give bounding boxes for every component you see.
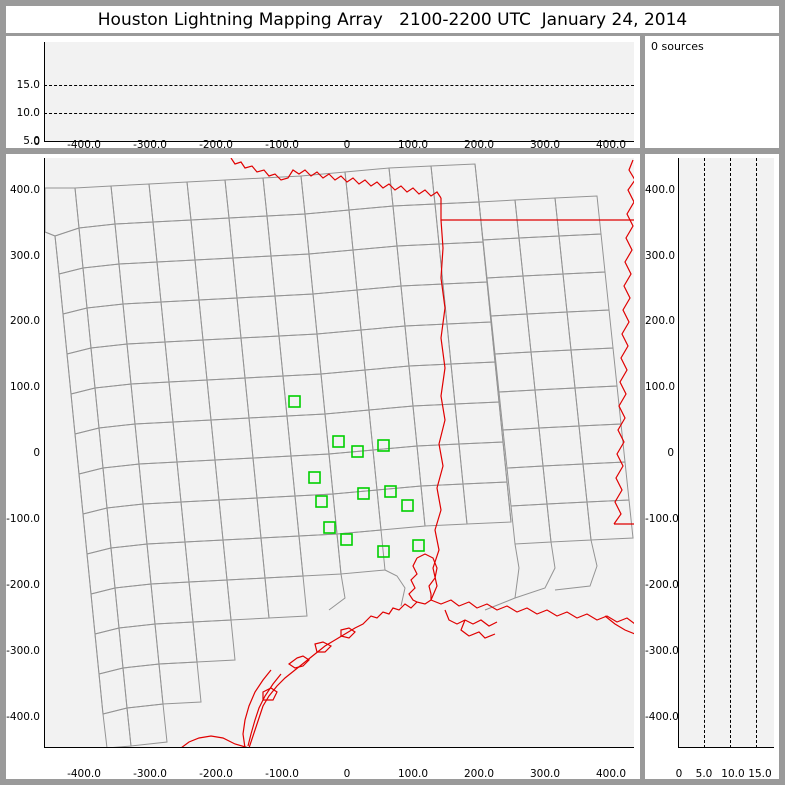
y-tick-label: -200.0 (645, 579, 679, 591)
station-marker (412, 539, 425, 552)
station-marker (288, 395, 301, 408)
station-marker (384, 485, 397, 498)
plan-view-map-panel[interactable]: 400.0 300.0 200.0 100.0 0 -100.0 -200.0 … (6, 154, 640, 779)
y-tick-label: -400.0 (6, 711, 40, 723)
station-marker (308, 471, 321, 484)
station-marker (351, 445, 364, 458)
y-tick-label: 15.0 (16, 79, 40, 91)
y-tick-label: 400.0 (645, 184, 676, 196)
y-tick-label: -100.0 (6, 513, 40, 525)
y-tick-label: 0 (667, 447, 674, 459)
x-tick-label: -400.0 (67, 768, 101, 780)
x-tick-label: -300.0 (133, 768, 167, 780)
gridline-10 (730, 158, 731, 748)
y-tick-label: 0 (33, 136, 40, 148)
x-tick-label: 300.0 (529, 768, 561, 780)
gridline-15 (44, 85, 634, 86)
x-tick-label: 0 (343, 768, 351, 780)
station-marker (323, 521, 336, 534)
x-tick-label: 10.0 (721, 768, 745, 780)
x-tick-label: 0 (675, 768, 683, 780)
height-latitude-plot-area (678, 158, 774, 748)
y-tick-label: 100.0 (645, 381, 676, 393)
y-tick-label: -200.0 (6, 579, 40, 591)
y-tick-label: 400.0 (9, 184, 40, 196)
x-tick-label: -100.0 (265, 768, 299, 780)
station-marker (401, 499, 414, 512)
gridline-10 (44, 113, 634, 114)
x-tick-label: -100.0 (265, 139, 299, 151)
lma-station-markers (288, 395, 425, 558)
x-tick-label: 100.0 (397, 768, 429, 780)
x-tick-label: 300.0 (529, 139, 561, 151)
title-bar: Houston Lightning Mapping Array 2100-220… (6, 6, 779, 33)
x-tick-label: 200.0 (463, 139, 495, 151)
y-tick-label: 10.0 (16, 107, 40, 119)
time-height-plot-area (44, 42, 634, 142)
state-boundaries (181, 158, 634, 747)
station-marker (377, 545, 390, 558)
gridline-5 (44, 141, 634, 142)
height-latitude-panel: 400.0 300.0 200.0 100.0 0 -100.0 -200.0 … (645, 154, 779, 779)
y-tick-label: -400.0 (645, 711, 679, 723)
gridline-15 (756, 158, 757, 748)
x-tick-label: -200.0 (199, 139, 233, 151)
y-tick-label: 300.0 (9, 250, 40, 262)
county-boundaries (45, 163, 634, 747)
station-marker (357, 487, 370, 500)
x-tick-label: -400.0 (67, 139, 101, 151)
station-marker (340, 533, 353, 546)
x-tick-label: 5.0 (695, 768, 713, 780)
page-title: Houston Lightning Mapping Array 2100-220… (97, 9, 688, 30)
source-count-panel (645, 36, 779, 148)
time-height-panel: 0 5.0 10.0 15.0 (6, 36, 640, 148)
y-tick-label: 5.0 (23, 135, 40, 147)
x-tick-label: -200.0 (199, 768, 233, 780)
y-tick-label: 200.0 (9, 315, 40, 327)
x-tick-label: -300.0 (133, 139, 167, 151)
y-tick-label: 200.0 (645, 315, 676, 327)
source-count-label: 0 sources (651, 40, 704, 53)
x-tick-label: 15.0 (748, 768, 772, 780)
x-tick-label: 0 (343, 139, 351, 151)
x-tick-label: 400.0 (595, 139, 627, 151)
x-tick-label: 400.0 (595, 768, 627, 780)
y-tick-label: 0 (33, 447, 40, 459)
y-tick-label: -100.0 (645, 513, 679, 525)
x-tick-label: 100.0 (397, 139, 429, 151)
map-geography (45, 158, 634, 747)
gridline-5 (704, 158, 705, 748)
station-marker (315, 495, 328, 508)
station-marker (377, 439, 390, 452)
y-tick-label: -300.0 (6, 645, 40, 657)
y-tick-label: 300.0 (645, 250, 676, 262)
y-tick-label: 100.0 (9, 381, 40, 393)
x-tick-label: 200.0 (463, 768, 495, 780)
station-marker (332, 435, 345, 448)
y-tick-label: -300.0 (645, 645, 679, 657)
map-plot-area[interactable] (44, 158, 634, 748)
